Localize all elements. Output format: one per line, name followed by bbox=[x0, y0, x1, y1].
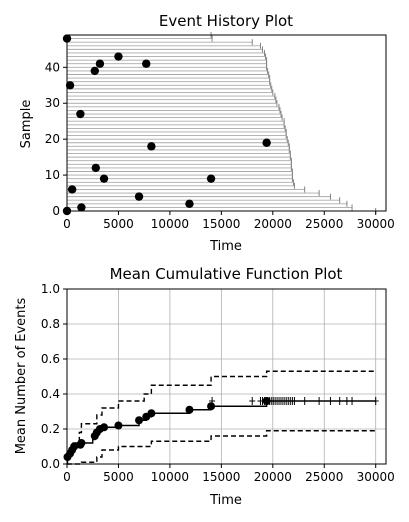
x-tick-label: 0 bbox=[63, 217, 71, 231]
event-point bbox=[65, 81, 75, 90]
x-ticks: 0 5000 10000 15000 20000 25000 30000 bbox=[63, 464, 395, 484]
event-history-chart: Event History Plot Time Sample 0 5000 1000… bbox=[19, 12, 395, 254]
x-tick-label: 10000 bbox=[151, 217, 189, 231]
upper-ci-line bbox=[67, 370, 376, 455]
series bbox=[63, 370, 379, 465]
y-axis-label: Sample bbox=[19, 100, 34, 149]
event-point bbox=[99, 174, 109, 183]
mcf-event-point bbox=[100, 423, 109, 432]
x-tick-label: 0 bbox=[63, 470, 71, 484]
x-ticks: 0 5000 10000 15000 20000 25000 30000 bbox=[63, 211, 395, 231]
chart-title: Mean Cumulative Function Plot bbox=[110, 265, 343, 283]
mcf-event-point bbox=[207, 402, 216, 411]
y-tick-label: 0 bbox=[52, 204, 60, 218]
lower-ci-line bbox=[67, 430, 376, 465]
event-point bbox=[206, 174, 216, 183]
chart-title: Event History Plot bbox=[159, 12, 293, 30]
mcf-event-point bbox=[70, 442, 79, 451]
plot-frame bbox=[66, 34, 387, 212]
y-tick-label: 0.6 bbox=[41, 352, 60, 366]
event-markers bbox=[62, 34, 271, 216]
x-tick-label: 10000 bbox=[151, 470, 189, 484]
y-tick-label: 1.0 bbox=[41, 282, 60, 296]
event-point bbox=[90, 66, 99, 76]
y-ticks: 0 10 20 30 40 bbox=[45, 60, 67, 218]
event-point bbox=[142, 59, 151, 68]
event-point bbox=[95, 59, 105, 68]
y-tick-label: 10 bbox=[45, 168, 60, 182]
y-axis-label: Mean Number of Events bbox=[14, 297, 29, 454]
x-tick-label: 25000 bbox=[305, 470, 343, 484]
x-axis-label: Time bbox=[209, 493, 242, 508]
y-tick-label: 40 bbox=[45, 60, 60, 74]
y-ticks: 0.0 0.2 0.4 0.6 0.8 1.0 bbox=[41, 282, 67, 471]
event-point bbox=[185, 199, 194, 209]
y-tick-label: 0.8 bbox=[41, 317, 60, 331]
x-tick-label: 30000 bbox=[357, 217, 395, 231]
event-point bbox=[77, 203, 86, 212]
mcf-event-point bbox=[114, 421, 123, 430]
event-point bbox=[134, 192, 144, 201]
y-tick-label: 20 bbox=[45, 132, 60, 146]
event-point bbox=[67, 185, 77, 194]
mcf-event-point bbox=[185, 405, 194, 414]
x-tick-label: 30000 bbox=[357, 470, 395, 484]
y-tick-label: 0.2 bbox=[41, 422, 60, 436]
mcf-chart: Mean Cumulative Function Plot Time Mean … bbox=[14, 265, 395, 508]
mcf-event-point bbox=[77, 439, 86, 447]
y-tick-label: 0.4 bbox=[41, 387, 60, 401]
x-tick-label: 20000 bbox=[254, 217, 292, 231]
sample-lines bbox=[67, 32, 377, 214]
x-tick-label: 15000 bbox=[202, 470, 240, 484]
event-point bbox=[147, 142, 156, 151]
y-tick-label: 30 bbox=[45, 96, 60, 110]
mcf-event-point bbox=[135, 416, 144, 425]
event-point bbox=[91, 163, 101, 173]
event-point bbox=[262, 138, 271, 147]
mcf-event-point bbox=[147, 409, 156, 418]
event-point bbox=[114, 52, 123, 61]
y-tick-label: 0.0 bbox=[41, 457, 60, 471]
x-tick-label: 25000 bbox=[305, 217, 343, 231]
x-axis-label: Time bbox=[209, 239, 242, 254]
x-tick-label: 5000 bbox=[103, 217, 134, 231]
event-point bbox=[76, 109, 85, 119]
x-tick-label: 15000 bbox=[202, 217, 240, 231]
x-tick-label: 20000 bbox=[254, 470, 292, 484]
x-tick-label: 5000 bbox=[103, 470, 134, 484]
plot-frame bbox=[66, 288, 387, 465]
